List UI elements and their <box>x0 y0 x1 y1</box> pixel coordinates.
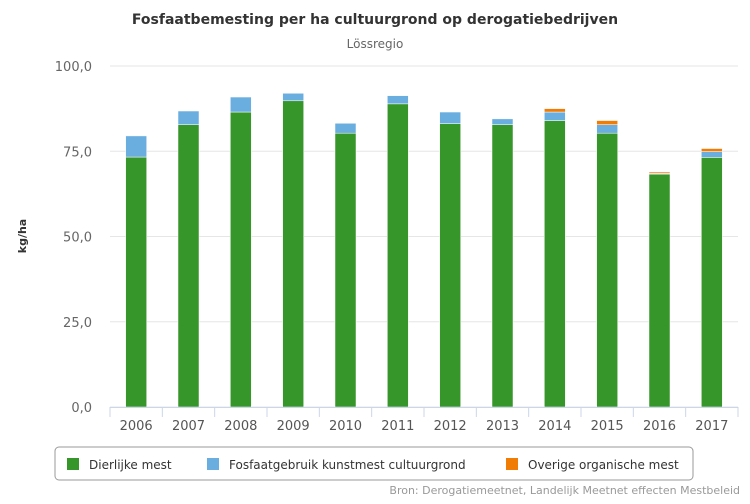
x-tick-label: 2007 <box>172 419 205 434</box>
bar-dierlijke-mest-2014[interactable] <box>544 120 566 408</box>
source-credit: Bron: Derogatiemeetnet, Landelijk Meetne… <box>389 484 740 497</box>
bar-dierlijke-mest-2012[interactable] <box>439 123 461 408</box>
bar-overige-organische-mest-2017[interactable] <box>701 148 723 152</box>
bar-dierlijke-mest-2010[interactable] <box>334 132 357 408</box>
bar-dierlijke-mest-2016[interactable] <box>648 173 671 408</box>
bar-overige-organische-mest-2014[interactable] <box>544 108 566 113</box>
y-tick-label: 25,0 <box>63 316 92 331</box>
y-axis-label: kg/ha <box>16 219 29 253</box>
x-tick-label: 2014 <box>538 419 571 434</box>
bar-fosfaatgebruik-kunstmest-cultuurgrond-2011[interactable] <box>387 95 409 105</box>
x-tick-label: 2010 <box>329 419 362 434</box>
x-tick-label: 2006 <box>120 419 153 434</box>
bar-dierlijke-mest-2007[interactable] <box>177 124 200 408</box>
bar-fosfaatgebruik-kunstmest-cultuurgrond-2007[interactable] <box>177 110 200 125</box>
bar-dierlijke-mest-2015[interactable] <box>596 132 618 408</box>
bar-dierlijke-mest-2006[interactable] <box>125 156 147 408</box>
bar-fosfaatgebruik-kunstmest-cultuurgrond-2008[interactable] <box>230 96 252 113</box>
bar-dierlijke-mest-2011[interactable] <box>387 103 409 408</box>
x-tick-label: 2012 <box>434 419 467 434</box>
x-tick-label: 2011 <box>381 419 414 434</box>
bar-overige-organische-mest-2015[interactable] <box>596 120 618 125</box>
bar-fosfaatgebruik-kunstmest-cultuurgrond-2010[interactable] <box>334 123 357 134</box>
bar-fosfaatgebruik-kunstmest-cultuurgrond-2017[interactable] <box>701 151 723 158</box>
legend-swatch-kunstmest <box>207 458 219 470</box>
bar-fosfaatgebruik-kunstmest-cultuurgrond-2015[interactable] <box>596 124 618 134</box>
x-tick-label: 2017 <box>695 419 728 434</box>
bar-dierlijke-mest-2008[interactable] <box>230 111 252 408</box>
bar-fosfaatgebruik-kunstmest-cultuurgrond-2014[interactable] <box>544 111 566 121</box>
legend-label-dierlijke-mest[interactable]: Dierlijke mest <box>89 458 172 472</box>
bar-dierlijke-mest-2013[interactable] <box>491 124 514 408</box>
legend-swatch-overige <box>506 458 518 470</box>
y-tick-label: 75,0 <box>63 145 92 160</box>
bar-fosfaatgebruik-kunstmest-cultuurgrond-2012[interactable] <box>439 111 461 124</box>
bar-fosfaatgebruik-kunstmest-cultuurgrond-2006[interactable] <box>125 135 147 158</box>
bar-dierlijke-mest-2017[interactable] <box>701 157 723 408</box>
bar-fosfaatgebruik-kunstmest-cultuurgrond-2013[interactable] <box>491 118 514 125</box>
x-tick-label: 2015 <box>591 419 624 434</box>
bar-fosfaatgebruik-kunstmest-cultuurgrond-2009[interactable] <box>282 93 304 102</box>
chart-title: Fosfaatbemesting per ha cultuurgrond op … <box>132 12 618 28</box>
legend: Dierlijke mest Fosfaatgebruik kunstmest … <box>54 446 694 481</box>
chart-subtitle: Lössregio <box>347 37 404 51</box>
x-tick-label: 2009 <box>277 419 310 434</box>
legend-swatch-dierlijke-mest <box>67 458 79 470</box>
x-tick-label: 2016 <box>643 419 676 434</box>
legend-label-overige[interactable]: Overige organische mest <box>528 458 679 472</box>
x-tick-label: 2013 <box>486 419 519 434</box>
y-tick-label: 0,0 <box>71 401 92 416</box>
y-tick-label: 100,0 <box>55 60 92 75</box>
bar-overige-organische-mest-2016[interactable] <box>648 171 671 174</box>
bar-dierlijke-mest-2009[interactable] <box>282 100 304 408</box>
x-tick-label: 2008 <box>224 419 257 434</box>
legend-label-kunstmest[interactable]: Fosfaatgebruik kunstmest cultuurgrond <box>229 458 466 472</box>
y-tick-label: 50,0 <box>63 231 92 246</box>
